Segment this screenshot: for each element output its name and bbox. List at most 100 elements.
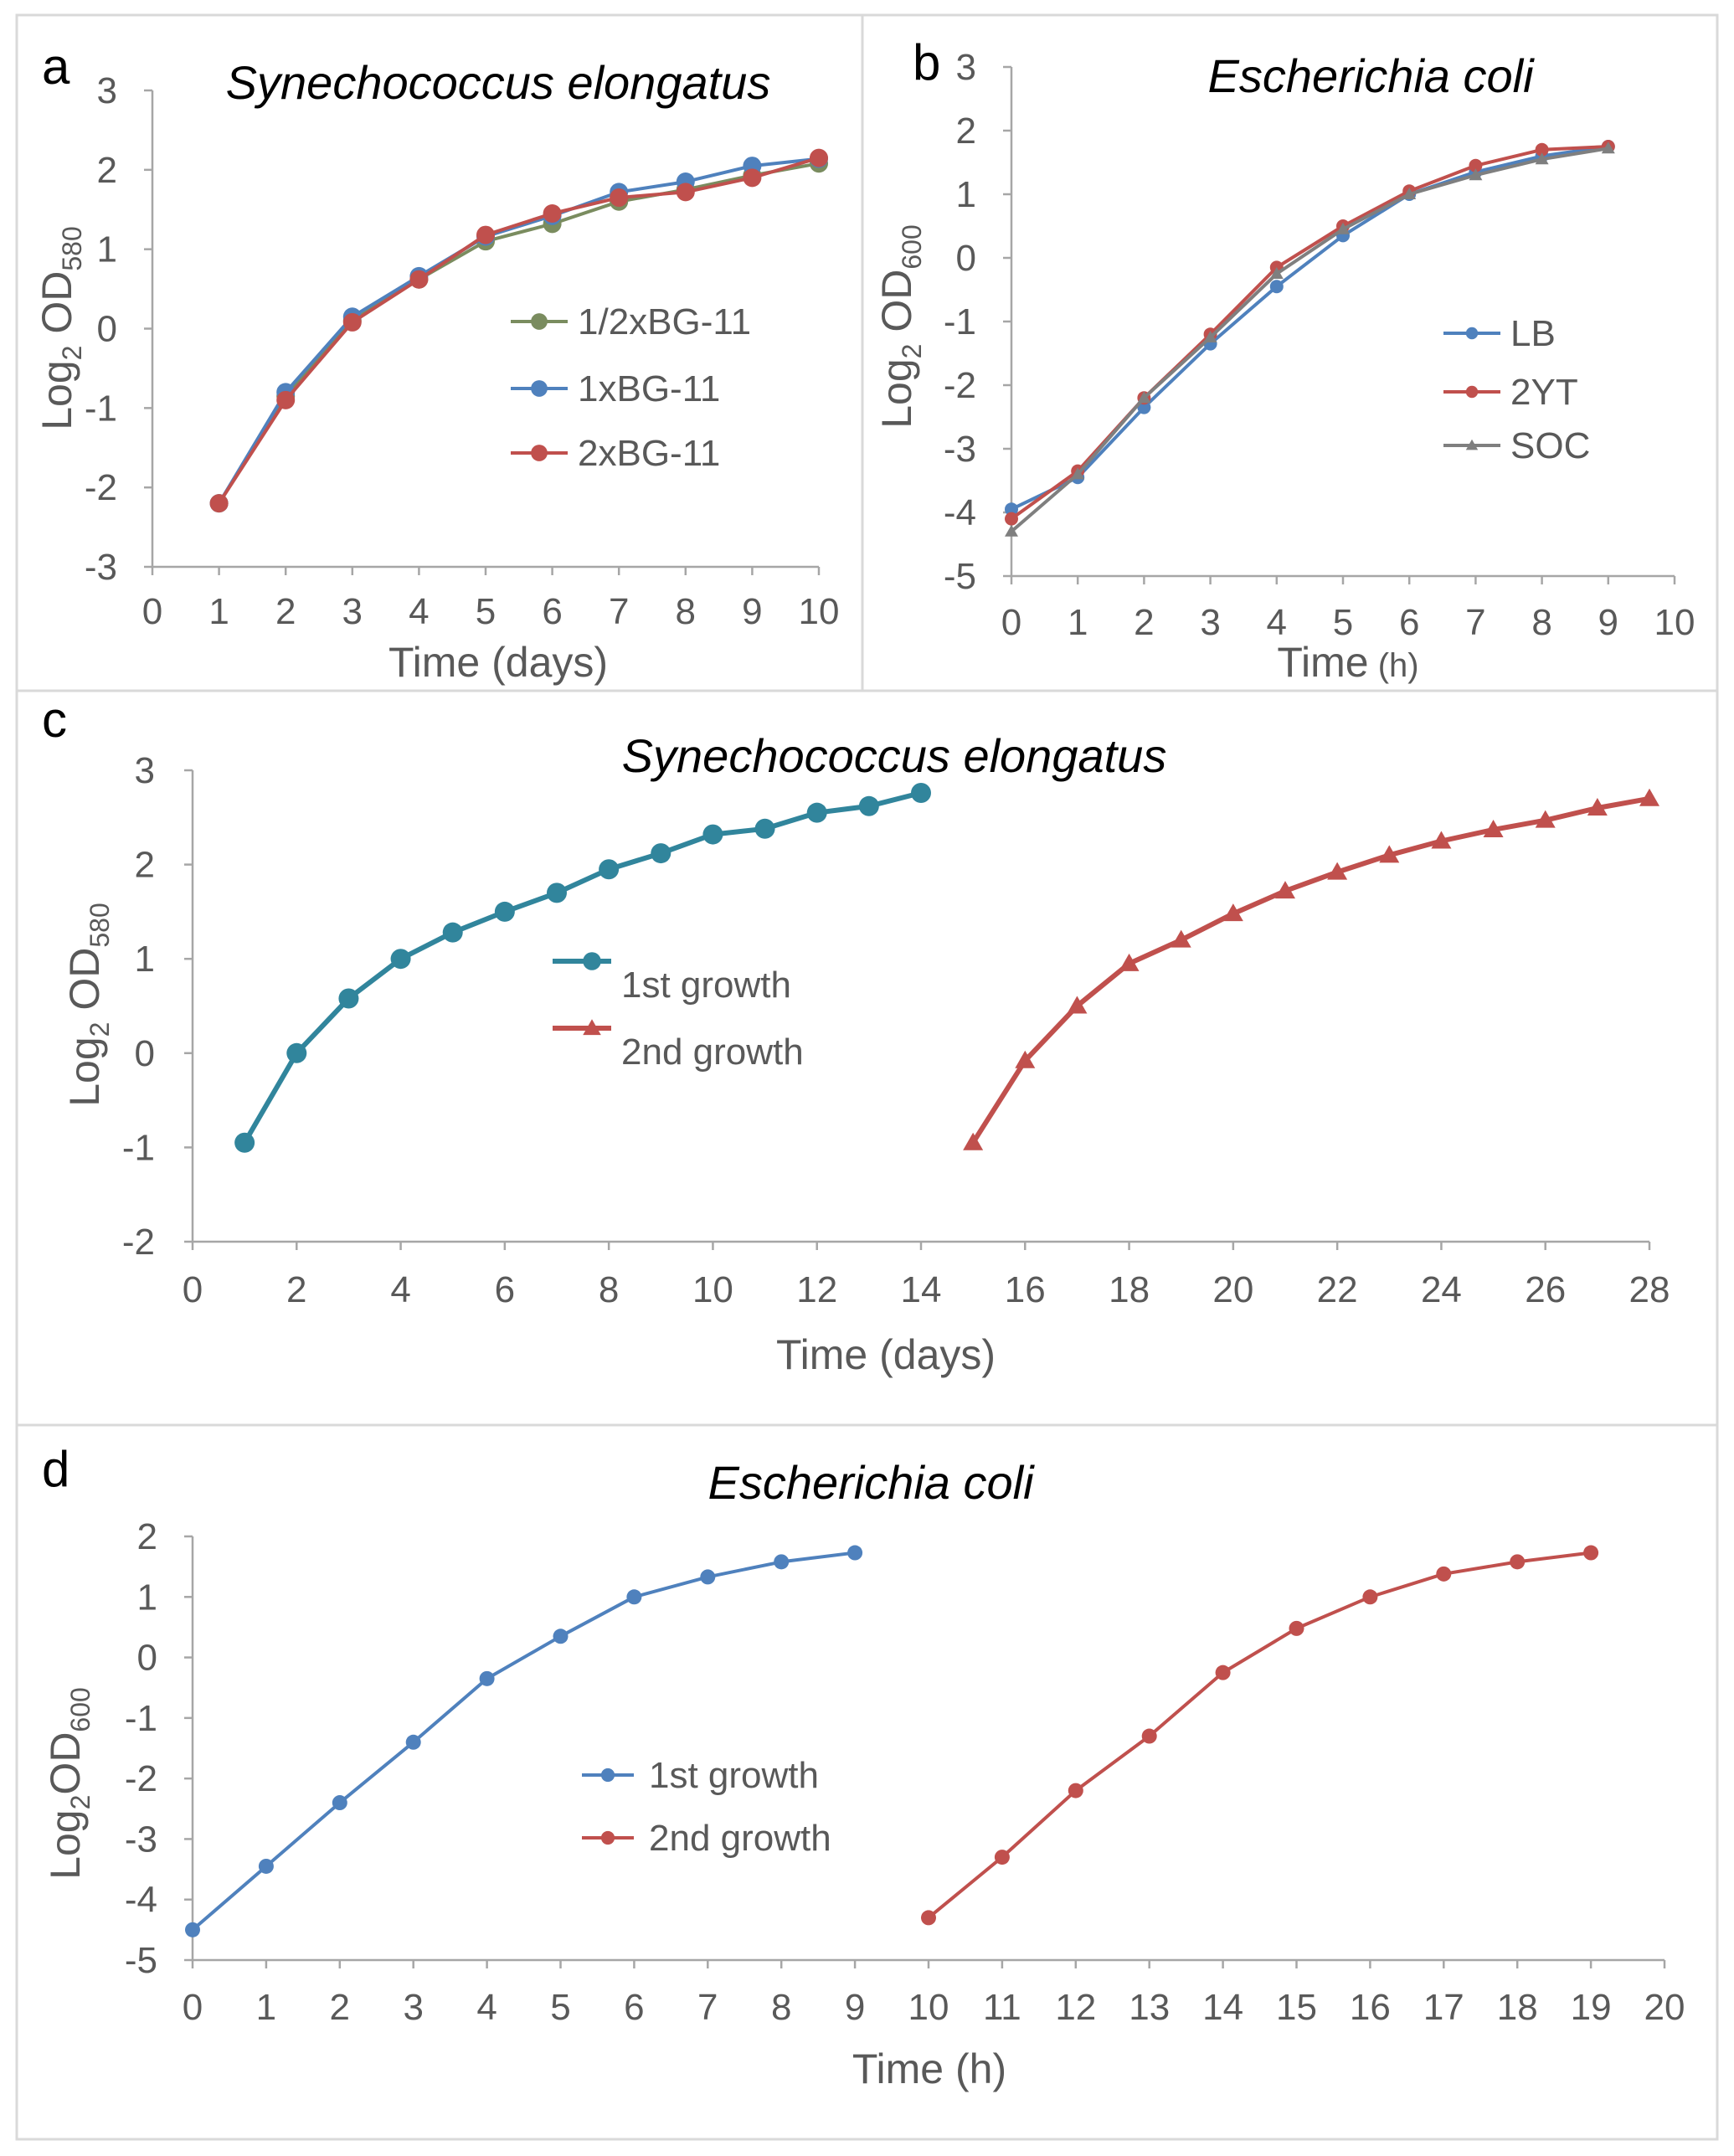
data-point [332, 1795, 347, 1811]
y-tick-label: 3 [97, 70, 117, 111]
y-tick-label: -2 [85, 467, 117, 508]
data-point [1587, 798, 1608, 816]
data-point [1362, 1589, 1378, 1605]
y-axis-title: Log2 OD580 [61, 903, 115, 1107]
series-line [191, 1551, 857, 1932]
y-tick-label: 0 [956, 238, 976, 279]
x-tick-label: 7 [1465, 602, 1485, 643]
y-tick-label: 0 [97, 309, 117, 350]
y-tick-label: -3 [944, 429, 976, 470]
x-tick-label: 3 [342, 591, 363, 632]
panel-d: 0 1 2 3 4 5 6 7 8 9 10 11 12 13 14 15 16 17 18 19 20-5-4-3-2… [42, 1441, 1685, 2092]
legend-entry: 2YT [1443, 372, 1578, 413]
x-tick-label: 2 [330, 1987, 350, 2028]
x-tick-label: 17 [1423, 1987, 1464, 2028]
legend-label: 2nd growth [621, 1032, 804, 1073]
legend-marker [531, 313, 548, 330]
y-tick-label: -5 [125, 1940, 157, 1981]
x-tick-label: 0 [1001, 602, 1021, 643]
x-axis-title: Time (days) [388, 639, 608, 686]
series-1st-growth [185, 1545, 863, 1937]
x-tick-label: 9 [845, 1987, 865, 2028]
x-tick-label: 10 [799, 591, 840, 632]
chart-title: Escherichia coli [707, 1456, 1035, 1509]
series-1st-growth [234, 783, 931, 1153]
data-point [390, 949, 411, 970]
x-tick-label: 20 [1644, 1987, 1685, 2028]
data-point [1005, 512, 1018, 526]
data-point [1119, 953, 1140, 971]
data-point [1583, 1545, 1599, 1561]
data-point [1005, 502, 1018, 517]
data-point [1071, 467, 1085, 480]
data-point [1535, 810, 1556, 828]
x-tick-label: 5 [1333, 602, 1353, 643]
legend-label: 1st growth [649, 1755, 819, 1796]
chart-title: Escherichia coli [1207, 49, 1535, 102]
data-point [994, 1850, 1010, 1865]
legend-label: SOC [1510, 425, 1590, 466]
data-point [553, 1629, 569, 1644]
chart-title: Synechococcus elongatus [226, 56, 771, 109]
x-tick-label: 3 [403, 1987, 423, 2028]
x-tick-label: 10 [1654, 602, 1695, 643]
y-tick-label: -1 [122, 1127, 155, 1168]
data-point [1483, 819, 1504, 837]
data-point [185, 1922, 200, 1937]
data-point [911, 783, 931, 804]
y-axis-title: Log2 OD600 [873, 224, 927, 429]
data-point [1005, 524, 1018, 537]
legend-marker [1465, 439, 1479, 450]
data-point [1269, 267, 1284, 279]
data-point [1601, 142, 1615, 154]
x-tick-label: 26 [1525, 1269, 1566, 1310]
y-tick-label: 2 [137, 1516, 157, 1557]
data-point [921, 1910, 936, 1926]
y-tick-label: 1 [137, 1577, 157, 1618]
x-tick-label: 2 [275, 591, 296, 632]
data-point [1510, 1554, 1526, 1570]
legend-marker [1465, 327, 1479, 340]
x-tick-label: 8 [1531, 602, 1551, 643]
data-point [700, 1569, 716, 1585]
legend-marker [1465, 385, 1479, 399]
y-tick-label: -2 [122, 1222, 155, 1263]
y-tick-label: 1 [97, 229, 117, 270]
x-tick-label: 3 [1200, 602, 1220, 643]
legend-marker [600, 1830, 615, 1845]
data-point [1203, 331, 1217, 342]
data-point [234, 1132, 255, 1153]
series-line [927, 1551, 1593, 1920]
y-tick-label: -2 [944, 365, 976, 406]
x-tick-label: 19 [1571, 1987, 1612, 2028]
chart-title: Synechococcus elongatus [622, 729, 1167, 782]
data-point [1402, 188, 1417, 199]
figure-frame [15, 13, 1719, 2141]
x-axis-title: Time (h) [852, 2045, 1006, 2092]
data-point [1327, 862, 1348, 880]
x-axis-title: Time (h) [1277, 639, 1418, 686]
x-tick-label: 1 [208, 591, 229, 632]
x-tick-label: 5 [476, 591, 496, 632]
x-tick-label: 16 [1350, 1987, 1391, 2028]
panel-letter: c [42, 692, 67, 748]
x-tick-label: 15 [1276, 1987, 1317, 2028]
x-tick-label: 8 [771, 1987, 791, 2028]
x-tick-label: 2 [286, 1269, 306, 1310]
data-point [1436, 1566, 1452, 1582]
y-axis-title: Log2OD600 [42, 1687, 95, 1880]
data-point [1469, 168, 1483, 181]
legend-entry: 2xBG-11 [511, 433, 720, 474]
y-tick-label: 2 [135, 845, 155, 886]
data-point [1222, 903, 1243, 922]
series-line [217, 156, 821, 506]
x-tick-label: 6 [624, 1987, 644, 2028]
data-point [1379, 845, 1400, 863]
data-point [276, 390, 296, 409]
data-point [338, 988, 359, 1009]
data-point [442, 922, 463, 943]
legend-entry: 2nd growth [553, 1019, 804, 1073]
